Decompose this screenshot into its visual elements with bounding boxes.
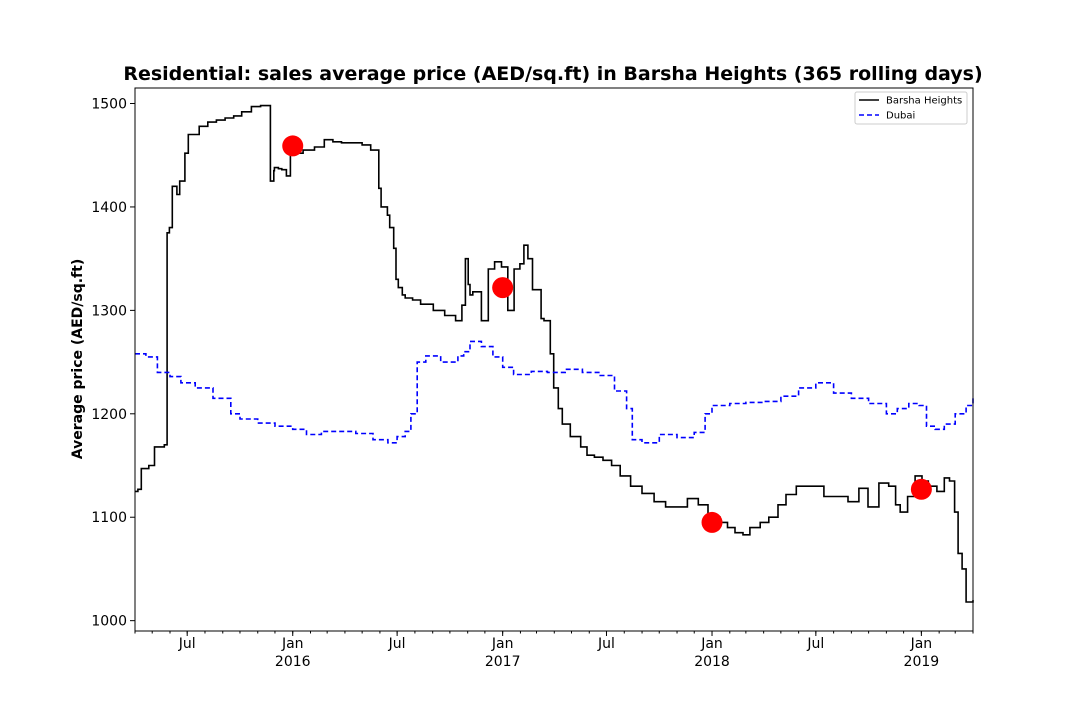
series-line-barsha-heights (135, 104, 974, 603)
y-tick-label: 1000 (91, 614, 127, 630)
series-line-dubai (135, 340, 974, 444)
x-tick-label: Jul (388, 636, 406, 652)
x-tick-label: Jan (910, 636, 933, 652)
x-tick-year-label: 2017 (485, 654, 521, 670)
marker-point (492, 277, 514, 299)
y-tick-label: 1300 (91, 303, 127, 319)
plot-frame (134, 87, 974, 632)
y-tick-label: 1200 (91, 407, 127, 423)
x-tick-label: Jul (806, 636, 824, 652)
legend-label-dubai: Dubai (886, 111, 915, 122)
marker-point (910, 478, 932, 500)
x-tick-year-label: 2016 (275, 654, 311, 670)
y-tick-label: 1100 (91, 510, 127, 526)
x-tick-year-label: 2018 (694, 654, 730, 670)
marker-point (701, 511, 723, 533)
legend-label-barsha-heights: Barsha Heights (886, 96, 962, 107)
x-tick-label: Jan (700, 636, 723, 652)
legend-box (854, 91, 968, 125)
y-tick-label: 1500 (91, 97, 127, 113)
chart-title: Residential: sales average price (AED/sq… (123, 63, 982, 85)
x-tick-label: Jan (491, 636, 514, 652)
x-tick-label: Jul (597, 636, 615, 652)
y-tick-label: 1400 (91, 200, 127, 216)
marker-point (282, 135, 304, 157)
x-tick-year-label: 2019 (904, 654, 940, 670)
plot-area: 1000 1100 1200 1300 1400 1500 Jul Jan 2016 Jul Jan… (91, 97, 974, 670)
x-tick-label: Jan (281, 636, 304, 652)
legend: Barsha Heights Dubai (854, 91, 968, 125)
x-tick-label: Jul (178, 636, 196, 652)
y-axis-label: Average price (AED/sq.ft) (70, 259, 86, 459)
